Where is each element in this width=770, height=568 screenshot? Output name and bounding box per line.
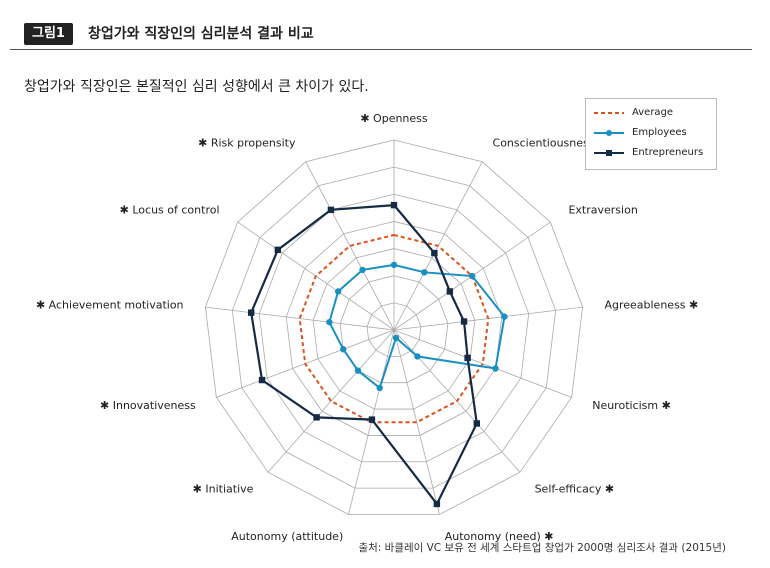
point-entrepreneurs xyxy=(460,318,468,325)
legend-label-average: Average xyxy=(632,107,674,118)
axis-label: ✱ Openness xyxy=(360,112,428,125)
point-entrepreneurs xyxy=(258,376,266,384)
chart-legend: Average Employees Entrepreneurs xyxy=(585,98,717,170)
chart-subtitle: 창업가와 직장인은 본질적인 심리 성향에서 큰 차이가 있다. xyxy=(24,79,369,95)
grid-ring xyxy=(231,166,557,489)
point-entrepreneurs xyxy=(464,354,471,362)
grid-spoke xyxy=(305,161,395,331)
point-entrepreneurs xyxy=(431,249,438,257)
grid-spoke xyxy=(393,329,572,398)
radar-grid xyxy=(204,139,584,515)
point-employees xyxy=(414,353,421,360)
point-employees xyxy=(501,313,508,320)
legend-label-entrepreneurs: Entrepreneurs xyxy=(632,147,704,158)
legend-swatch-employees xyxy=(594,130,624,136)
figure-header: 그림1 창업가와 직장인의 심리분석 결과 비교 xyxy=(10,23,752,50)
legend-item-average: Average xyxy=(586,105,716,121)
legend-label-employees: Employees xyxy=(632,127,687,138)
grid-ring xyxy=(285,221,503,436)
legend-swatch-average xyxy=(594,112,624,114)
radar-series xyxy=(247,201,508,508)
axis-label: ✱ Risk propensity xyxy=(198,136,296,149)
point-employees xyxy=(354,367,362,374)
point-employees xyxy=(468,272,476,280)
grid-ring xyxy=(339,275,449,384)
legend-item-entrepreneurs: Entrepreneurs xyxy=(586,145,716,161)
axis-label: Self-efficacy ✱ xyxy=(535,483,615,496)
grid-spoke xyxy=(393,329,440,515)
grid-spoke xyxy=(205,306,395,331)
legend-swatch-entrepreneurs xyxy=(594,150,624,156)
point-employees xyxy=(334,288,342,295)
axis-label: Autonomy (need) ✱ xyxy=(445,530,554,543)
figure-title: 창업가와 직장인의 심리분석 결과 비교 xyxy=(88,26,314,42)
point-entrepreneurs xyxy=(390,201,398,209)
point-entrepreneurs xyxy=(446,288,454,295)
point-entrepreneurs xyxy=(473,420,480,427)
axis-label: Neuroticism ✱ xyxy=(592,399,671,412)
point-employees xyxy=(359,266,366,274)
series-line-entrepreneurs xyxy=(250,204,478,507)
grid-ring xyxy=(258,193,530,463)
point-entrepreneurs xyxy=(368,416,376,423)
axis-label: ✱ Achievement motivation xyxy=(36,298,184,311)
axis-label: Conscientiousness xyxy=(493,136,595,149)
point-employees xyxy=(326,318,333,326)
point-entrepreneurs xyxy=(313,414,320,421)
figure-badge: 그림1 xyxy=(24,23,73,45)
point-entrepreneurs xyxy=(274,246,282,254)
point-employees xyxy=(376,384,383,392)
grid-spoke xyxy=(267,329,395,473)
point-employees xyxy=(392,334,400,342)
source-note: 출처: 바클레이 VC 보유 전 세계 스타트업 창업가 2000명 심리조사 … xyxy=(358,542,726,554)
axis-label: ✱ Locus of control xyxy=(120,204,220,217)
point-employees xyxy=(421,269,428,276)
point-employees xyxy=(340,346,347,353)
axis-label: Agreeableness ✱ xyxy=(604,298,698,311)
legend-item-employees: Employees xyxy=(586,125,716,141)
point-entrepreneurs xyxy=(433,500,441,508)
grid-ring xyxy=(204,139,584,515)
series-line-employees xyxy=(328,263,506,390)
grid-ring xyxy=(366,302,422,357)
grid-ring xyxy=(312,248,476,410)
point-employees xyxy=(492,365,499,372)
radar-axis-labels: ✱ Openness Conscientiousness Extraversion A… xyxy=(36,112,698,543)
axis-label: Extraversion xyxy=(568,204,637,217)
axis-label: ✱ Initiative xyxy=(193,483,254,496)
series-line-average xyxy=(298,233,490,424)
point-entrepreneurs xyxy=(327,206,335,214)
point-employees xyxy=(390,261,398,269)
point-entrepreneurs xyxy=(247,309,255,316)
axis-label: ✱ Innovativeness xyxy=(100,399,196,412)
axis-label: Autonomy (attitude) xyxy=(231,530,343,543)
